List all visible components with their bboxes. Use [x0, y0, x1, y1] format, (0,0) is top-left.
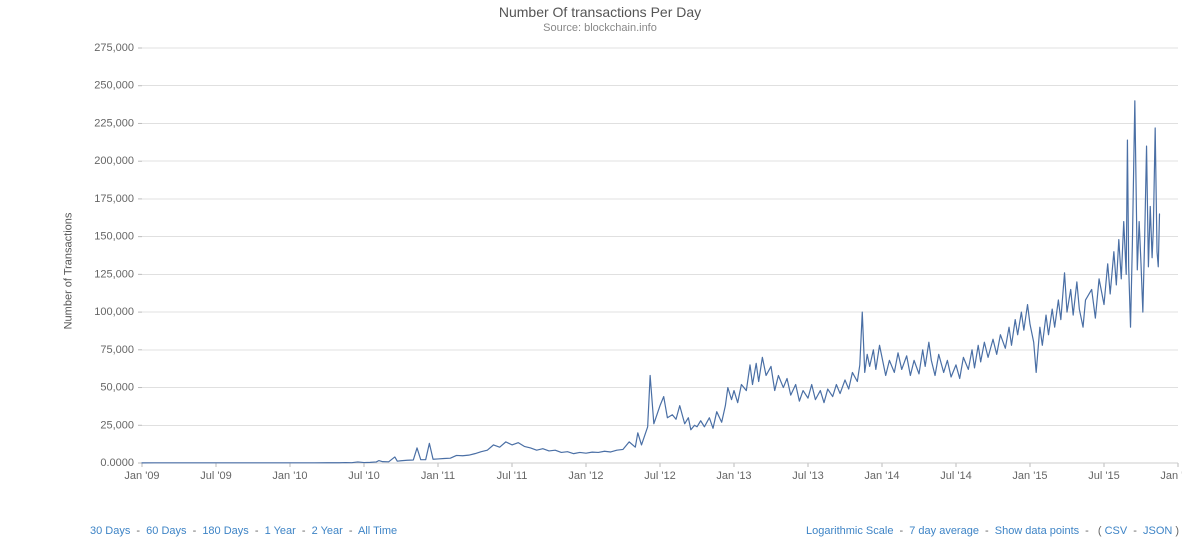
json-link[interactable]: JSON — [1143, 525, 1172, 537]
range-link[interactable]: 30 Days — [90, 525, 130, 537]
csv-link[interactable]: CSV — [1105, 525, 1128, 537]
data-line — [142, 101, 1160, 463]
svg-text:Jan '10: Jan '10 — [272, 470, 307, 482]
range-link[interactable]: 60 Days — [146, 525, 186, 537]
svg-text:225,000: 225,000 — [94, 117, 134, 129]
svg-text:175,000: 175,000 — [94, 193, 134, 205]
chart-title: Number Of transactions Per Day — [0, 4, 1200, 20]
svg-text:75,000: 75,000 — [100, 344, 134, 356]
svg-text:Jul '14: Jul '14 — [940, 470, 971, 482]
svg-text:125,000: 125,000 — [94, 268, 134, 280]
log-scale-link[interactable]: Logarithmic Scale — [806, 525, 893, 537]
svg-text:50,000: 50,000 — [100, 382, 134, 394]
y-axis-label: Number of Transactions — [62, 212, 74, 329]
svg-text:100,000: 100,000 — [94, 306, 134, 318]
svg-text:Jul '10: Jul '10 — [348, 470, 379, 482]
svg-text:Jul '13: Jul '13 — [792, 470, 823, 482]
bottom-links: 30 Days - 60 Days - 180 Days - 1 Year - … — [90, 525, 1182, 537]
avg7-link[interactable]: 7 day average — [909, 525, 979, 537]
title-block: Number Of transactions Per Day Source: b… — [0, 4, 1200, 34]
svg-text:Jan '13: Jan '13 — [716, 470, 751, 482]
svg-text:Jan '16: Jan '16 — [1160, 470, 1182, 482]
show-points-link[interactable]: Show data points — [995, 525, 1079, 537]
svg-text:Jan '12: Jan '12 — [568, 470, 603, 482]
svg-text:Jan '09: Jan '09 — [124, 470, 159, 482]
svg-text:Jul '12: Jul '12 — [644, 470, 675, 482]
svg-text:0.0000: 0.0000 — [100, 457, 134, 469]
svg-text:Jul '11: Jul '11 — [497, 470, 528, 482]
range-link[interactable]: 2 Year — [312, 525, 343, 537]
svg-text:Jul '15: Jul '15 — [1088, 470, 1119, 482]
chart-subtitle: Source: blockchain.info — [0, 22, 1200, 34]
svg-text:Jan '11: Jan '11 — [421, 470, 455, 482]
range-link[interactable]: 180 Days — [202, 525, 248, 537]
svg-text:250,000: 250,000 — [94, 80, 134, 92]
svg-text:Jul '09: Jul '09 — [200, 470, 231, 482]
option-links: Logarithmic Scale - 7 day average - Show… — [806, 525, 1182, 537]
range-link[interactable]: 1 Year — [265, 525, 296, 537]
svg-text:200,000: 200,000 — [94, 155, 134, 167]
svg-text:Jan '15: Jan '15 — [1012, 470, 1047, 482]
range-link[interactable]: All Time — [358, 525, 397, 537]
svg-text:275,000: 275,000 — [94, 42, 134, 54]
svg-text:25,000: 25,000 — [100, 419, 134, 431]
chart-container: Number Of transactions Per Day Source: b… — [0, 0, 1200, 541]
svg-text:150,000: 150,000 — [94, 231, 134, 243]
plot-area: 0.0000 25,000 50,000 75,000 100,000 125,000 15… — [90, 42, 1182, 491]
range-links: 30 Days - 60 Days - 180 Days - 1 Year - … — [90, 525, 397, 537]
chart-svg: 0.0000 25,000 50,000 75,000 100,000 125,000 15… — [90, 42, 1182, 491]
svg-text:Jan '14: Jan '14 — [864, 470, 899, 482]
